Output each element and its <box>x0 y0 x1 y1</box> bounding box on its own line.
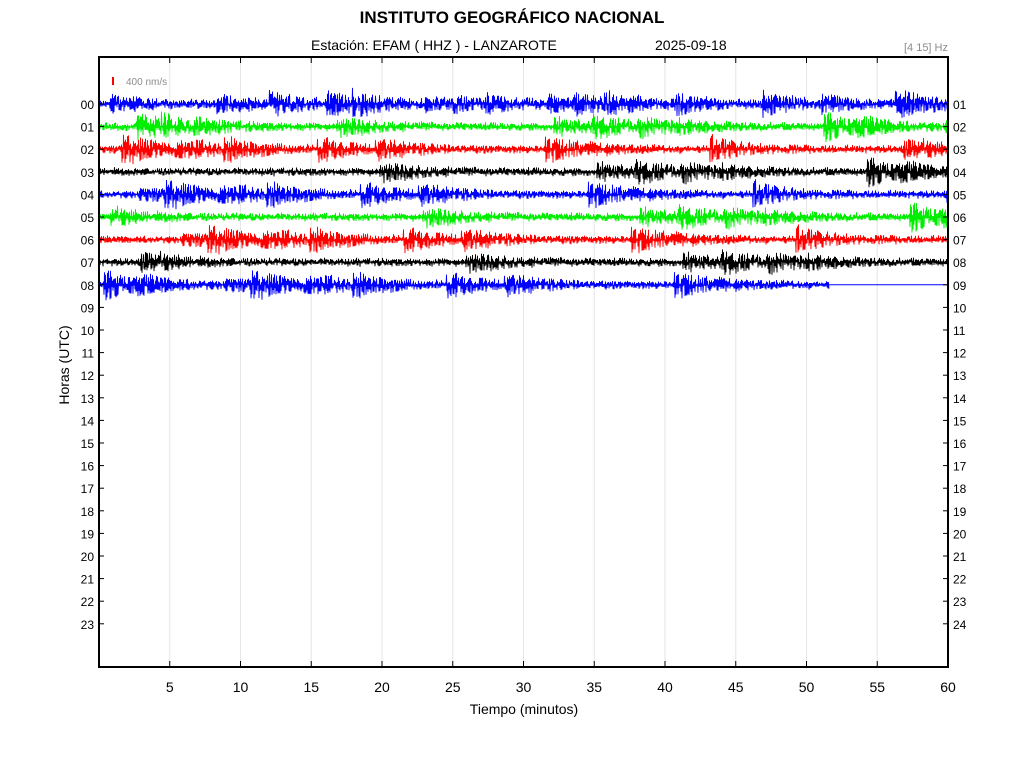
x-axis-label: Tiempo (minutos) <box>470 701 578 717</box>
y-left-label: 23 <box>81 618 95 632</box>
trace-hour-00 <box>98 87 949 118</box>
x-tick-label: 60 <box>940 679 956 695</box>
y-right-label: 12 <box>953 347 967 361</box>
y-left-label: 03 <box>81 166 95 180</box>
y-left-label: 21 <box>81 573 95 587</box>
y-left-label: 16 <box>81 460 95 474</box>
trace-hour-05 <box>98 202 949 233</box>
x-tick-label: 30 <box>516 679 532 695</box>
y-left-label: 19 <box>81 527 95 541</box>
x-tick-label: 45 <box>728 679 744 695</box>
y-right-label: 02 <box>953 121 967 135</box>
y-right-label: 16 <box>953 437 967 451</box>
scale-bar-mark <box>112 77 114 85</box>
chart-title: INSTITUTO GEOGRÁFICO NACIONAL <box>359 8 665 27</box>
y-right-label: 03 <box>953 143 967 157</box>
trace-hour-08 <box>98 270 830 301</box>
y-right-label: 01 <box>953 98 967 112</box>
y-right-label: 10 <box>953 301 967 315</box>
y-right-label: 15 <box>953 414 967 428</box>
y-right-label: 18 <box>953 482 967 496</box>
y-axis-right-labels: 01 02 03 04 05 06 07 08 09 10 11 12 13 14 15 16 17 18 19 20… <box>943 98 967 632</box>
y-right-label: 14 <box>953 392 967 406</box>
x-tick-label: 25 <box>445 679 461 695</box>
y-right-label: 17 <box>953 460 967 474</box>
y-right-label: 06 <box>953 211 967 225</box>
y-right-label: 08 <box>953 256 967 270</box>
trace-hour-02 <box>98 133 949 165</box>
y-left-label: 06 <box>81 234 95 248</box>
y-axis-label: Horas (UTC) <box>56 325 72 404</box>
y-right-label: 04 <box>953 166 967 180</box>
y-left-label: 00 <box>81 98 95 112</box>
trace-hour-01 <box>98 111 949 143</box>
y-left-label: 18 <box>81 505 95 519</box>
y-right-label: 09 <box>953 279 967 293</box>
y-left-label: 11 <box>82 347 95 361</box>
x-tick-label: 55 <box>869 679 885 695</box>
y-left-label: 22 <box>81 595 95 609</box>
trace-hour-07 <box>98 249 949 275</box>
y-right-label: 19 <box>953 505 967 519</box>
y-left-label: 12 <box>81 369 95 383</box>
y-left-label: 04 <box>81 188 95 202</box>
x-tick-label: 10 <box>233 679 249 695</box>
x-axis-ticks: 5 10 15 20 25 30 35 40 45 50 55 60 <box>166 57 956 695</box>
y-left-label: 20 <box>81 550 95 564</box>
trace-hour-06 <box>98 224 949 255</box>
y-left-label: 17 <box>81 482 95 496</box>
station-label: Estación: EFAM ( HHZ ) - LANZAROTE <box>311 37 557 53</box>
y-right-label: 22 <box>953 573 967 587</box>
scale-bar: 400 nm/s <box>112 77 167 88</box>
x-tick-label: 5 <box>166 679 174 695</box>
scale-bar-label: 400 nm/s <box>126 77 167 88</box>
y-right-label: 05 <box>953 188 967 202</box>
date-label: 2025-09-18 <box>655 37 727 53</box>
x-tick-label: 15 <box>303 679 319 695</box>
y-right-label: 20 <box>953 527 967 541</box>
y-left-label: 05 <box>81 211 95 225</box>
y-right-label: 07 <box>953 234 967 248</box>
y-left-label: 14 <box>81 414 95 428</box>
y-left-label: 01 <box>81 121 95 135</box>
x-tick-label: 20 <box>374 679 390 695</box>
x-tick-label: 50 <box>799 679 815 695</box>
trace-hour-03 <box>98 157 949 188</box>
grid-lines <box>169 57 878 667</box>
y-left-label: 10 <box>81 324 95 338</box>
y-right-label: 13 <box>953 369 967 383</box>
y-left-label: 08 <box>81 279 95 293</box>
y-left-label: 02 <box>81 143 95 157</box>
x-tick-label: 35 <box>586 679 602 695</box>
y-right-label: 11 <box>953 324 966 338</box>
y-left-label: 07 <box>81 256 95 270</box>
filter-band-label: [4 15] Hz <box>903 42 948 54</box>
seismic-traces <box>98 87 949 301</box>
x-tick-label: 40 <box>657 679 673 695</box>
trace-hour-04 <box>98 179 949 210</box>
y-left-label: 13 <box>81 392 95 406</box>
y-right-label: 21 <box>953 550 967 564</box>
y-right-label: 24 <box>953 618 967 632</box>
y-right-label: 23 <box>953 595 967 609</box>
y-left-label: 15 <box>81 437 95 451</box>
y-axis-left-labels: 00 01 02 03 04 05 06 07 08 09 10 11 12 13 14 15 16 17 18 19… <box>81 98 104 632</box>
y-left-label: 09 <box>81 301 95 315</box>
